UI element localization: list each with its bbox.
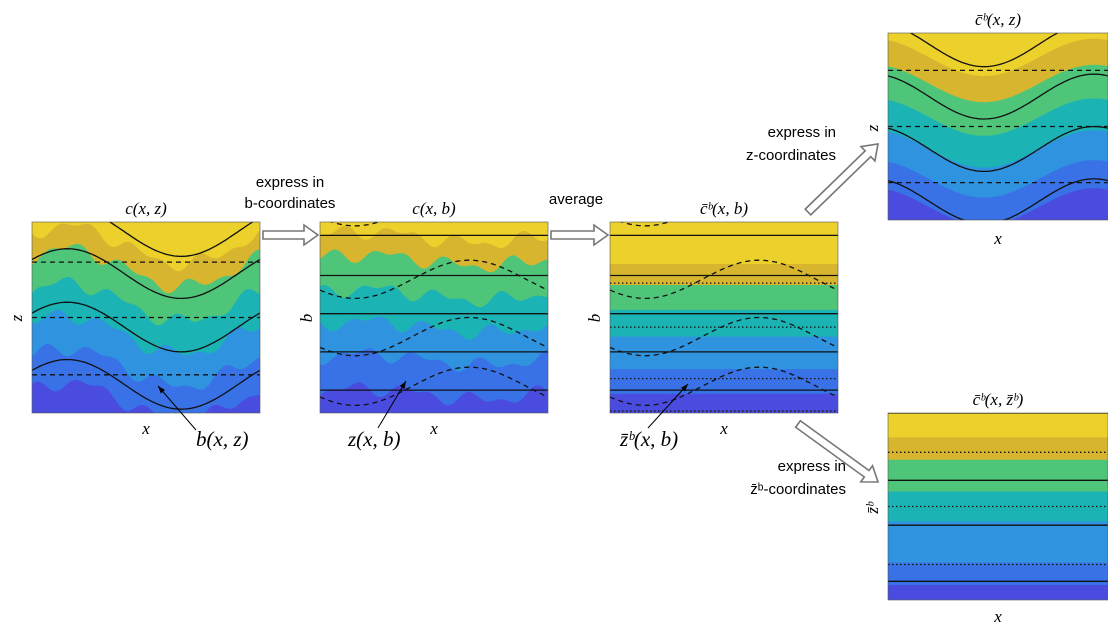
y-label: b <box>585 314 604 323</box>
arrow-label: b-coordinates <box>245 195 336 212</box>
frame <box>319 221 549 414</box>
contour-dashed <box>320 316 548 357</box>
artwork <box>31 32 1108 601</box>
x-label: x <box>429 419 438 438</box>
arrow <box>804 143 879 217</box>
contour <box>32 358 260 410</box>
arrow-label: express in <box>256 174 324 191</box>
band <box>888 188 1108 220</box>
contour <box>888 178 1108 220</box>
panel-title: c(x, z) <box>125 199 167 218</box>
arrow-label: average <box>549 191 603 208</box>
annotation: z(x, b) <box>347 427 400 451</box>
contour <box>888 125 1108 173</box>
frame <box>609 221 839 414</box>
x-label: x <box>719 419 728 438</box>
pointer-head <box>399 381 406 389</box>
y-label: z̄ᵇ <box>863 501 882 515</box>
annotation: b(x, z) <box>196 427 248 451</box>
frame <box>887 32 1108 221</box>
arrow-label: express in <box>768 124 836 141</box>
pointer <box>157 385 197 431</box>
pointer-head <box>158 386 165 394</box>
panel <box>610 222 838 413</box>
panel-title: c̄ᵇ(x, z) <box>975 10 1021 29</box>
pointer <box>647 383 689 429</box>
panel-title: c̄ᵇ(x, z̄ᵇ) <box>973 390 1024 409</box>
frame <box>31 221 261 414</box>
panel <box>32 222 260 413</box>
y-label: z <box>7 314 26 322</box>
arrow-label: express in <box>778 458 846 475</box>
frame <box>887 412 1108 601</box>
pointer-head <box>680 384 688 392</box>
arrow <box>550 223 610 247</box>
panel-title: c(x, b) <box>412 199 456 218</box>
y-label: z <box>863 124 882 132</box>
arrow-label: z-coordinates <box>746 147 836 164</box>
x-label: x <box>141 419 150 438</box>
panel <box>320 222 548 413</box>
contour-dashed <box>610 316 838 357</box>
panel-title: c̄ᵇ(x, b) <box>700 199 748 218</box>
contour-dashed <box>619 222 671 227</box>
contour-dashed <box>610 259 838 300</box>
arrow <box>262 223 320 247</box>
band <box>888 585 1108 600</box>
contour <box>909 33 1059 68</box>
contour-dashed <box>320 259 548 300</box>
arrow-label: z̄ᵇ-coordinates <box>750 481 846 498</box>
x-label: x <box>993 229 1002 248</box>
arrow <box>794 419 880 483</box>
panel <box>888 33 1108 220</box>
pointer <box>377 380 407 429</box>
contour <box>32 301 260 353</box>
contour-dashed <box>320 366 548 407</box>
band <box>320 382 548 413</box>
contour <box>888 73 1108 120</box>
x-label: x <box>993 607 1002 624</box>
panel <box>888 413 1108 600</box>
band <box>610 393 838 413</box>
contour-dashed <box>610 366 838 407</box>
y-label: b <box>297 314 316 323</box>
contour <box>108 222 254 258</box>
contour-dashed <box>329 222 381 227</box>
band <box>32 379 260 413</box>
annotation: z̄ᵇ(x, b) <box>619 427 678 451</box>
contour <box>32 248 260 300</box>
